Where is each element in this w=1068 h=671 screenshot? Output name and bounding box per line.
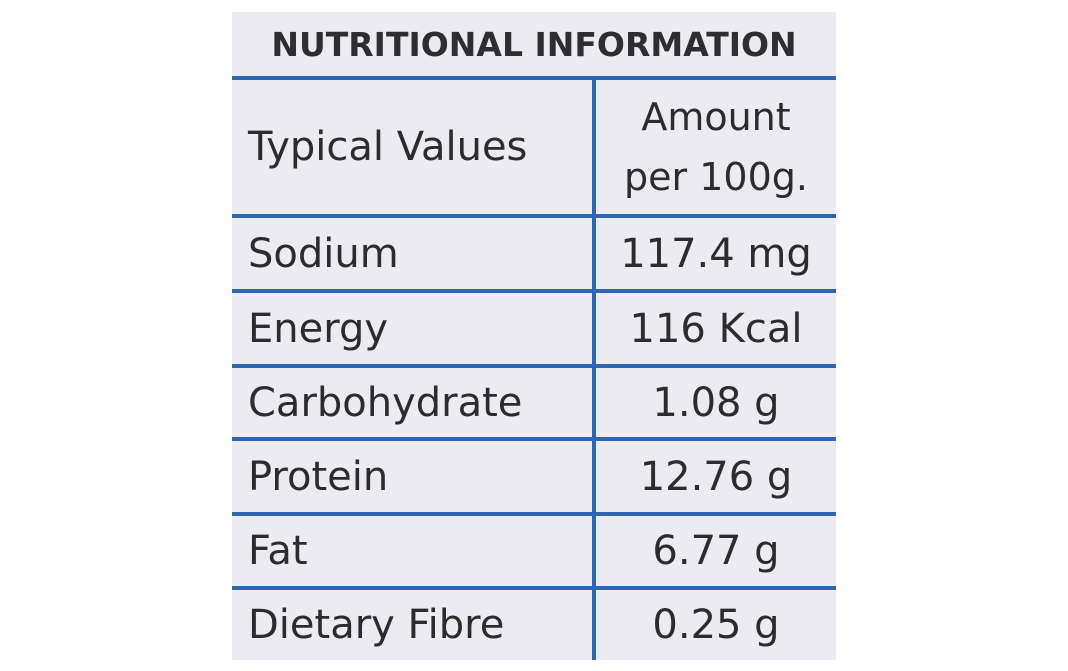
rule-row-energy xyxy=(232,364,836,368)
table-row: Sodium 117.4 mg xyxy=(232,218,836,289)
nutrient-name: Sodium xyxy=(248,230,399,277)
header-row: Typical Values Amount per 100g. xyxy=(232,80,836,214)
rule-row-protein xyxy=(232,512,836,516)
typical-values-heading: Typical Values xyxy=(248,124,528,170)
amount-heading-line1: Amount xyxy=(641,95,791,139)
rule-row-fat xyxy=(232,586,836,590)
table-row: Fat 6.77 g xyxy=(232,516,836,586)
rule-row-carbohydrate xyxy=(232,437,836,441)
table-row: Carbohydrate 1.08 g xyxy=(232,368,836,437)
nutrient-value: 117.4 mg xyxy=(620,230,812,277)
nutrition-label: NUTRITIONAL INFORMATION Typical Values A… xyxy=(232,12,836,660)
nutrient-value: 0.25 g xyxy=(652,602,780,648)
nutrient-name: Energy xyxy=(248,305,389,352)
table-row: Energy 116 Kcal xyxy=(232,293,836,364)
table-title: NUTRITIONAL INFORMATION xyxy=(271,24,797,64)
table-row: Protein 12.76 g xyxy=(232,441,836,512)
rule-under-header xyxy=(232,214,836,218)
column-divider xyxy=(592,76,596,660)
nutrient-value: 116 Kcal xyxy=(629,305,803,352)
nutrient-value: 1.08 g xyxy=(652,379,780,426)
nutrient-name: Dietary Fibre xyxy=(248,602,505,648)
table-row: Dietary Fibre 0.25 g xyxy=(232,590,836,660)
nutrient-name: Protein xyxy=(248,453,389,500)
nutrient-value: 6.77 g xyxy=(652,528,780,574)
rule-under-title xyxy=(232,76,836,80)
nutrient-name: Carbohydrate xyxy=(248,379,523,426)
rule-row-sodium xyxy=(232,289,836,293)
nutrient-name: Fat xyxy=(248,528,308,574)
amount-heading: Amount per 100g. xyxy=(596,80,836,214)
amount-heading-line2: per 100g. xyxy=(624,155,808,199)
nutrient-value: 12.76 g xyxy=(639,453,793,500)
